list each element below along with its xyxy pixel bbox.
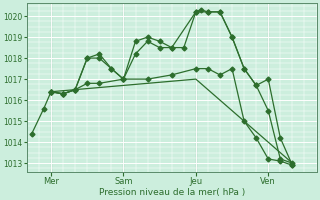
X-axis label: Pression niveau de la mer( hPa ): Pression niveau de la mer( hPa ) bbox=[99, 188, 245, 197]
